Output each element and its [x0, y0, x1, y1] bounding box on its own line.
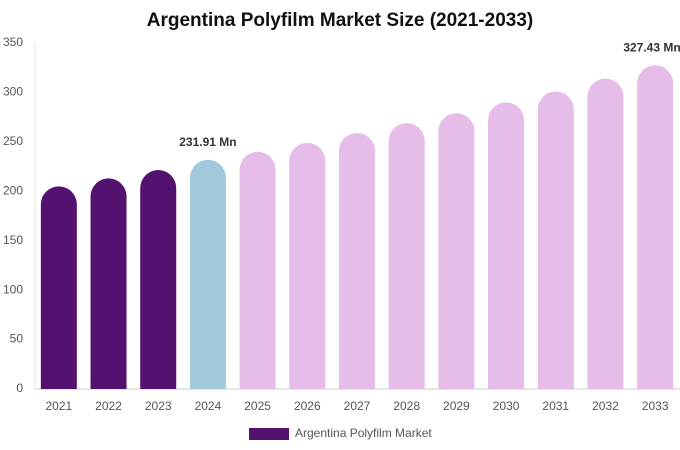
x-tick-label: 2032 — [592, 399, 619, 413]
legend-label: Argentina Polyfilm Market — [295, 426, 432, 440]
x-tick-label: 2026 — [294, 399, 321, 413]
x-tick-label: 2033 — [642, 399, 669, 413]
value-label: 327.43 Mn — [623, 40, 680, 54]
x-tick-label: 2023 — [145, 399, 172, 413]
y-tick-label: 250 — [3, 134, 23, 148]
bar — [488, 102, 525, 389]
y-tick-label: 300 — [3, 85, 23, 99]
y-tick-label: 200 — [3, 183, 23, 197]
x-tick-label: 2027 — [344, 399, 371, 413]
x-tick-label: 2021 — [45, 399, 72, 413]
legend-swatch — [249, 428, 289, 440]
x-tick-label: 2024 — [195, 399, 222, 413]
bar — [339, 132, 375, 389]
x-tick-label: 2025 — [244, 399, 271, 413]
chart-title: Argentina Polyfilm Market Size (2021-203… — [147, 10, 533, 31]
x-tick-label: 2028 — [393, 399, 420, 413]
y-tick-label: 350 — [3, 35, 23, 49]
bar — [537, 91, 574, 390]
bar — [289, 142, 326, 389]
bar — [587, 78, 624, 390]
bar — [438, 113, 475, 389]
bar — [40, 186, 77, 389]
x-tick-label: 2029 — [443, 399, 470, 413]
bar — [189, 159, 226, 389]
value-label: 231.91 Mn — [179, 135, 236, 149]
bar — [90, 178, 127, 389]
bar — [140, 170, 177, 389]
x-tick-label: 2031 — [542, 399, 569, 413]
x-tick-label: 2022 — [95, 399, 122, 413]
y-tick-label: 0 — [16, 381, 23, 395]
bar — [388, 123, 425, 389]
y-tick-label: 150 — [3, 233, 23, 247]
y-tick-label: 50 — [10, 332, 24, 346]
bar — [637, 65, 674, 389]
bar — [239, 151, 276, 389]
x-tick-label: 2030 — [493, 399, 520, 413]
y-tick-label: 100 — [3, 282, 23, 296]
